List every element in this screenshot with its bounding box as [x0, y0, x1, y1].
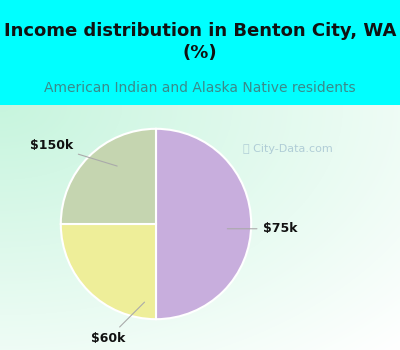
Wedge shape: [61, 129, 156, 224]
Wedge shape: [61, 224, 156, 319]
Text: American Indian and Alaska Native residents: American Indian and Alaska Native reside…: [44, 82, 356, 96]
Text: ⓘ City-Data.com: ⓘ City-Data.com: [243, 144, 333, 154]
Text: Income distribution in Benton City, WA
(%): Income distribution in Benton City, WA (…: [4, 22, 396, 62]
Wedge shape: [156, 129, 251, 319]
Text: $150k: $150k: [30, 139, 117, 166]
Text: $60k: $60k: [91, 302, 144, 345]
Text: $75k: $75k: [227, 222, 297, 235]
